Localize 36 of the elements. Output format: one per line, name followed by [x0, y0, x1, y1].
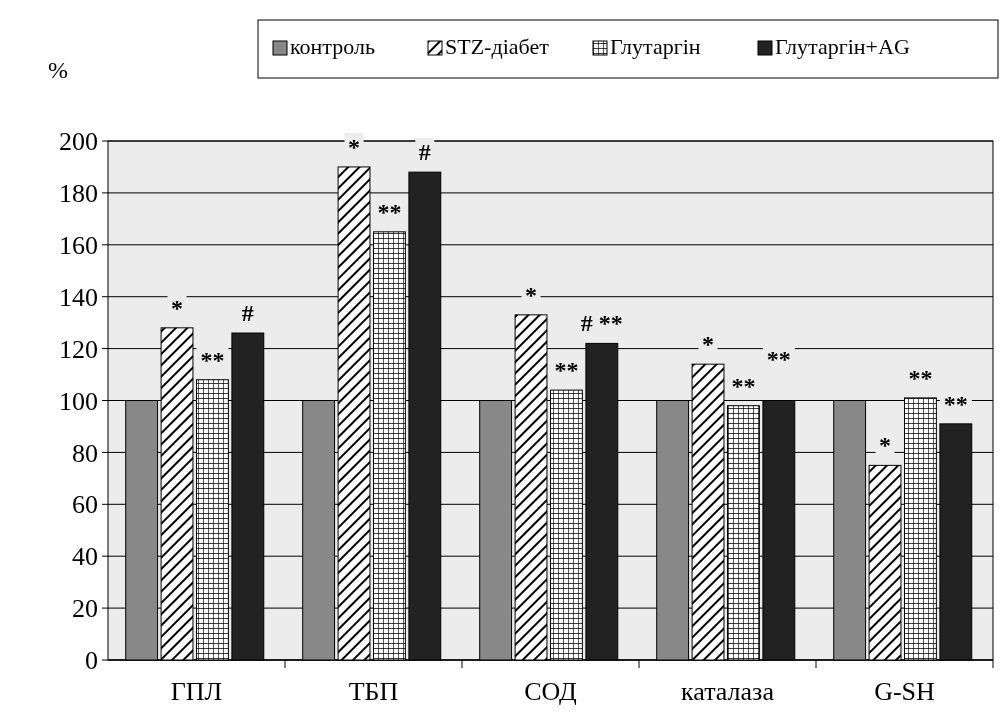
legend-label: STZ-діабет: [445, 34, 550, 59]
annotation: # **: [580, 310, 623, 337]
y-tick-label: 160: [59, 230, 98, 260]
annotation: *: [525, 281, 538, 308]
annotation: **: [908, 364, 933, 391]
annotation: **: [943, 390, 968, 417]
annotation: *: [702, 331, 715, 358]
x-tick-label: СОД: [524, 677, 578, 706]
annotation: #: [241, 300, 254, 327]
y-tick-label: 40: [72, 542, 98, 572]
y-tick-label: 20: [72, 594, 98, 624]
x-tick-label: каталаза: [681, 677, 775, 706]
annotation: **: [731, 372, 756, 399]
y-tick-label: 140: [59, 282, 98, 312]
y-tick-label: 200: [59, 127, 98, 157]
annotation: **: [766, 345, 791, 372]
y-tick-label: 80: [72, 438, 98, 468]
legend-label: Глутаргін+AG: [775, 34, 910, 59]
annotation: **: [200, 346, 225, 373]
x-tick-label: ТБП: [348, 677, 399, 706]
y-tick-label: 100: [59, 386, 98, 416]
y-tick-label: 60: [72, 490, 98, 520]
annotation: **: [377, 198, 402, 225]
x-tick-label: ГПЛ: [170, 677, 223, 706]
y-tick-label: 120: [59, 334, 98, 364]
y-axis-title: %: [48, 57, 68, 83]
annotation: *: [171, 294, 184, 321]
legend-label: Глутаргін: [610, 34, 701, 59]
y-tick-label: 0: [85, 646, 98, 676]
annotation: **: [554, 357, 579, 384]
annotation: *: [348, 133, 361, 160]
annotation: *: [879, 432, 892, 459]
y-tick-label: 180: [59, 179, 98, 208]
x-tick-label: G-SH: [874, 677, 936, 706]
annotation: #: [418, 139, 431, 166]
legend-label: контроль: [290, 34, 375, 59]
